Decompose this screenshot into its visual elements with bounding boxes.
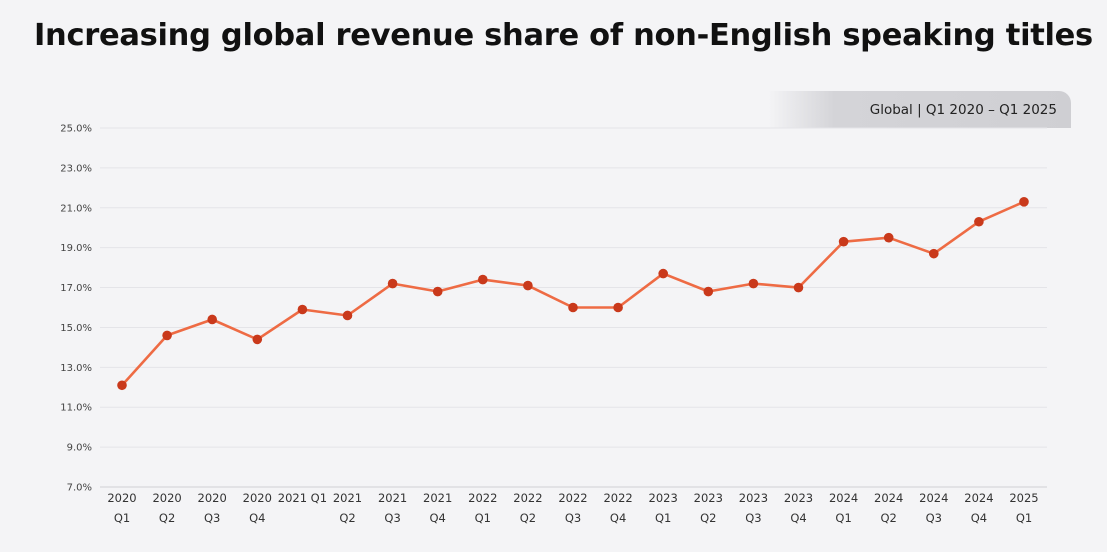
data-point	[342, 310, 353, 321]
series	[120, 200, 1026, 387]
x-tick-label: Q4	[610, 511, 626, 525]
x-tick-label: 2023	[784, 491, 813, 505]
x-tick-label: Q4	[430, 511, 446, 525]
data-point	[658, 268, 668, 279]
data-point	[838, 236, 849, 247]
x-tick-label: Q2	[339, 511, 355, 525]
x-tick-label: 2021 Q1	[278, 491, 327, 505]
x-tick-label: 2024	[874, 491, 903, 505]
y-tick-label: 17.0%	[60, 283, 92, 294]
x-tick-label: Q1	[114, 511, 130, 525]
x-tick-label: Q3	[384, 511, 400, 525]
data-point	[748, 278, 759, 289]
data-point	[207, 314, 217, 325]
data-point	[1019, 196, 1029, 207]
x-tick-label: Q1	[475, 511, 491, 525]
x-tick-label: Q3	[204, 511, 220, 525]
chart-title: Increasing global revenue share of non-E…	[34, 18, 1093, 53]
data-point	[883, 232, 894, 243]
data-point	[929, 248, 939, 259]
x-tick-label: Q4	[790, 511, 806, 525]
data-point	[117, 380, 127, 391]
data-point	[523, 280, 533, 291]
data-point	[387, 278, 398, 289]
x-tick-label: Q4	[971, 511, 987, 525]
x-tick-label: 2020	[243, 491, 272, 505]
data-point	[703, 286, 714, 297]
data-point	[162, 330, 172, 341]
y-tick-label: 21.0%	[60, 203, 92, 214]
y-tick-label: 15.0%	[60, 323, 92, 334]
x-tick-label: 2023	[694, 491, 723, 505]
data-points	[117, 196, 1029, 391]
x-tick-label: Q2	[700, 511, 716, 525]
x-tick-label: 2024	[964, 491, 993, 505]
y-tick-label: 19.0%	[60, 243, 92, 254]
x-tick-label: Q1	[1016, 511, 1032, 525]
x-tick-label: 2021	[333, 491, 362, 505]
x-tick-label: Q2	[520, 511, 536, 525]
x-tick-label: Q2	[881, 511, 897, 525]
x-tick-label: Q1	[655, 511, 671, 525]
badge-label: Global | Q1 2020 – Q1 2025	[869, 102, 1057, 118]
y-tick-label: 9.0%	[67, 443, 92, 454]
x-tick-label: 2025	[1009, 491, 1038, 505]
x-axis-ticks: 2020 Q1 2020 Q2 2020 Q3 2020 Q4 2021 Q1 2021 Q2 202…	[107, 491, 1038, 525]
x-tick-label: 2021	[423, 491, 452, 505]
x-tick-label: Q3	[926, 511, 942, 525]
x-tick-label: 2023	[739, 491, 768, 505]
x-tick-label: 2020	[107, 491, 136, 505]
data-point	[432, 286, 443, 297]
x-tick-label: 2023	[649, 491, 678, 505]
x-tick-label: 2020	[198, 491, 227, 505]
series-line	[120, 200, 1026, 387]
data-point	[568, 302, 578, 313]
y-tick-label: 13.0%	[60, 363, 92, 374]
x-tick-label: 2024	[919, 491, 948, 505]
y-tick-label: 7.0%	[67, 483, 92, 494]
region-period-badge: Global | Q1 2020 – Q1 2025	[768, 91, 1071, 128]
x-tick-label: 2022	[468, 491, 497, 505]
data-point	[478, 274, 488, 285]
data-point	[613, 302, 623, 313]
x-tick-label: Q2	[159, 511, 175, 525]
y-axis-ticks: 7.0% 9.0% 11.0% 13.0% 15.0% 17.0% 19.0% 21.0% 23…	[60, 124, 92, 494]
x-tick-label: Q3	[745, 511, 761, 525]
y-tick-label: 11.0%	[60, 403, 92, 414]
data-point	[793, 282, 804, 293]
data-point	[252, 334, 263, 345]
x-tick-label: 2020	[152, 491, 181, 505]
x-tick-label: Q1	[835, 511, 851, 525]
y-tick-label: 25.0%	[60, 124, 92, 135]
x-tick-label: 2022	[513, 491, 542, 505]
x-tick-label: 2022	[558, 491, 587, 505]
x-tick-label: 2022	[603, 491, 632, 505]
y-tick-label: 23.0%	[60, 163, 92, 174]
grid-lines	[100, 127, 1047, 448]
x-tick-label: Q4	[249, 511, 265, 525]
x-tick-label: 2021	[378, 491, 407, 505]
x-tick-label: Q3	[565, 511, 581, 525]
data-point	[974, 216, 984, 227]
x-tick-label: 2024	[829, 491, 858, 505]
data-point	[297, 304, 308, 315]
